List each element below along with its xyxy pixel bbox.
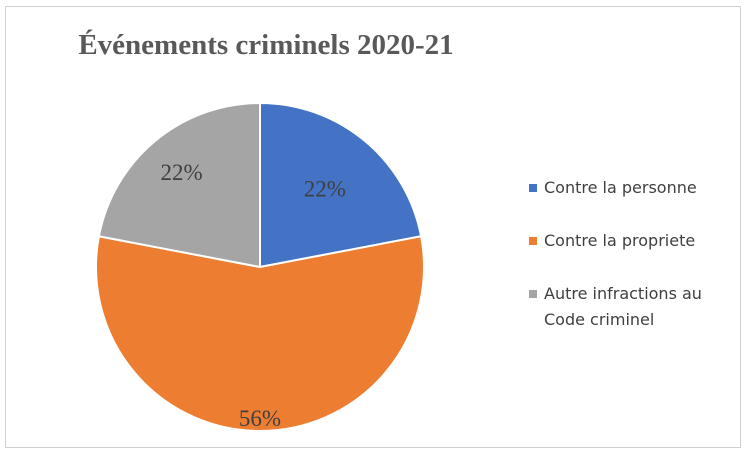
chart-title: Événements criminels 2020-21 [78,29,454,61]
legend-label-contre-la-personne: Contre la personne [544,178,697,197]
legend-label-autre-infractions: Autre infractions au Code criminel [544,284,702,329]
pie-slice-contre-la-personne[interactable] [259,101,423,269]
pie-chart: 22% 56% 22% [95,101,425,432]
legend: Contre la personne Contre la propriete A… [529,175,748,360]
pie-slice-autre-infractions[interactable] [97,101,261,269]
legend-item-autre-infractions[interactable]: Autre infractions au Code criminel [529,281,748,333]
legend-swatch-contre-la-personne [529,184,537,192]
legend-label-contre-la-propriete: Contre la propriete [544,231,696,250]
legend-swatch-contre-la-propriete [529,237,537,245]
chart-frame: Événements criminels 2020-21 22% 56% 22% C… [5,6,741,448]
legend-item-contre-la-personne[interactable]: Contre la personne [529,175,748,201]
pie-slice-contre-la-propriete[interactable] [95,235,425,432]
legend-item-contre-la-propriete[interactable]: Contre la propriete [529,228,748,254]
legend-swatch-autre-infractions [529,290,537,298]
data-label-autre-infractions: 22% [161,160,203,185]
data-label-contre-la-personne: 22% [304,177,346,202]
data-label-contre-la-propriete: 56% [239,406,281,431]
